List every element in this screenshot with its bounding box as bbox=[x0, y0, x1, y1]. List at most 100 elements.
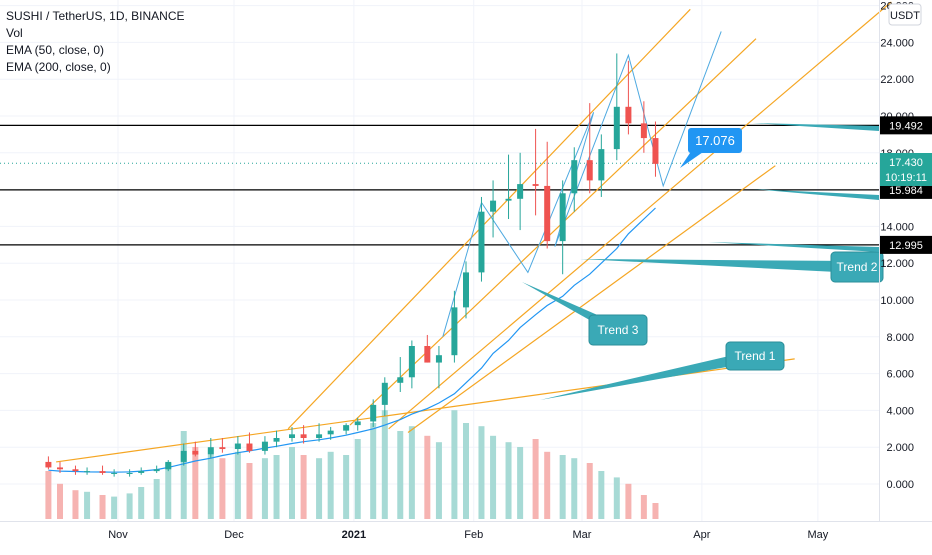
volume-bar bbox=[301, 455, 307, 519]
candle-body[interactable] bbox=[100, 471, 106, 473]
indicator-volume[interactable]: Vol bbox=[6, 25, 185, 42]
volume-bar bbox=[57, 484, 63, 519]
volume-bar bbox=[154, 479, 160, 519]
time-label: Apr bbox=[693, 529, 710, 541]
candle-body[interactable] bbox=[544, 186, 550, 241]
volume-bar bbox=[533, 439, 539, 519]
level-price-value: 12.995 bbox=[889, 240, 923, 252]
candle-body[interactable] bbox=[571, 160, 577, 193]
volume-bar bbox=[192, 447, 198, 519]
volume-bar bbox=[397, 431, 403, 519]
bar-countdown: 10:19:11 bbox=[885, 172, 927, 184]
chart-legend: SUSHI / TetherUS, 1D, BINANCE Vol EMA (5… bbox=[6, 8, 185, 76]
indicator-ema-50[interactable]: EMA (50, close, 0) bbox=[6, 42, 185, 59]
price-label: 2.000 bbox=[886, 442, 914, 454]
candle-body[interactable] bbox=[181, 451, 187, 462]
volume-bar bbox=[219, 458, 225, 519]
candle-body[interactable] bbox=[614, 107, 620, 149]
candle-body[interactable] bbox=[625, 107, 631, 124]
symbol-title[interactable]: SUSHI / TetherUS, 1D, BINANCE bbox=[6, 8, 185, 25]
volume-bar bbox=[274, 455, 280, 519]
candle-body[interactable] bbox=[219, 447, 225, 449]
volume-bar bbox=[409, 426, 415, 519]
time-label: 2021 bbox=[342, 529, 366, 541]
volume-bar bbox=[652, 503, 658, 519]
volume-bar bbox=[382, 410, 388, 519]
candle-body[interactable] bbox=[560, 193, 566, 241]
volume-bar bbox=[246, 463, 252, 519]
candle-body[interactable] bbox=[246, 444, 252, 451]
volume-bar bbox=[478, 426, 484, 519]
candle-body[interactable] bbox=[424, 346, 430, 363]
volume-bar bbox=[451, 410, 457, 519]
trend-label-text: Trend 2 bbox=[837, 260, 878, 274]
candle-body[interactable] bbox=[343, 425, 349, 431]
candle-body[interactable] bbox=[289, 434, 295, 438]
candle-body[interactable] bbox=[382, 383, 388, 405]
candle-body[interactable] bbox=[463, 272, 469, 307]
candle-body[interactable] bbox=[328, 431, 334, 435]
candle-body[interactable] bbox=[517, 184, 523, 199]
volume-bar bbox=[625, 484, 631, 519]
volume-bar bbox=[560, 455, 566, 519]
candle-body[interactable] bbox=[301, 434, 307, 438]
volume-bar bbox=[436, 442, 442, 519]
price-label: 0.000 bbox=[886, 479, 914, 491]
candle-body[interactable] bbox=[533, 184, 539, 186]
price-label: 10.000 bbox=[880, 295, 914, 307]
volume-bar bbox=[370, 423, 376, 519]
trend-label-text: Trend 1 bbox=[735, 349, 776, 363]
volume-bar bbox=[614, 477, 620, 519]
volume-bar bbox=[45, 471, 51, 519]
price-label: 8.000 bbox=[886, 332, 914, 344]
candle-body[interactable] bbox=[598, 149, 604, 180]
volume-bar bbox=[127, 493, 133, 519]
time-label: Nov bbox=[108, 529, 128, 541]
candle-body[interactable] bbox=[490, 201, 496, 212]
time-label: Mar bbox=[573, 529, 592, 541]
volume-bar bbox=[598, 471, 604, 519]
candle-body[interactable] bbox=[165, 462, 171, 469]
volume-bar bbox=[84, 492, 90, 519]
volume-bar bbox=[235, 452, 241, 519]
volume-bar bbox=[517, 447, 523, 519]
volume-bar bbox=[355, 439, 361, 519]
candle-body[interactable] bbox=[262, 442, 268, 451]
candle-body[interactable] bbox=[127, 473, 133, 474]
candle-body[interactable] bbox=[506, 199, 512, 201]
candle-body[interactable] bbox=[652, 138, 658, 164]
candle-body[interactable] bbox=[478, 212, 484, 273]
candle-body[interactable] bbox=[436, 355, 442, 362]
candle-body[interactable] bbox=[57, 467, 63, 469]
candle-body[interactable] bbox=[355, 421, 361, 425]
indicator-ema-200[interactable]: EMA (200, close, 0) bbox=[6, 59, 185, 76]
candle-body[interactable] bbox=[138, 471, 144, 473]
candle-body[interactable] bbox=[235, 444, 241, 450]
volume-bar bbox=[262, 458, 268, 519]
candle-body[interactable] bbox=[451, 307, 457, 355]
price-label: 12.000 bbox=[880, 258, 914, 270]
volume-bar bbox=[289, 447, 295, 519]
candle-body[interactable] bbox=[409, 346, 415, 377]
volume-bar bbox=[343, 455, 349, 519]
candle-body[interactable] bbox=[154, 469, 160, 471]
candle-body[interactable] bbox=[397, 377, 403, 383]
candle-body[interactable] bbox=[72, 469, 78, 471]
candle-body[interactable] bbox=[370, 405, 376, 422]
time-label: Dec bbox=[224, 529, 244, 541]
candle-body[interactable] bbox=[111, 473, 117, 474]
candle-body[interactable] bbox=[45, 462, 51, 468]
volume-bar bbox=[111, 497, 117, 519]
candle-body[interactable] bbox=[316, 434, 322, 438]
candle-body[interactable] bbox=[208, 447, 214, 454]
candle-body[interactable] bbox=[84, 471, 90, 472]
currency-label: USDT bbox=[890, 10, 920, 22]
price-label: 4.000 bbox=[886, 405, 914, 417]
candle-body[interactable] bbox=[274, 438, 280, 442]
candle-body[interactable] bbox=[641, 123, 647, 138]
volume-bar bbox=[490, 436, 496, 519]
candle-body[interactable] bbox=[192, 451, 198, 455]
candle-body[interactable] bbox=[587, 160, 593, 180]
